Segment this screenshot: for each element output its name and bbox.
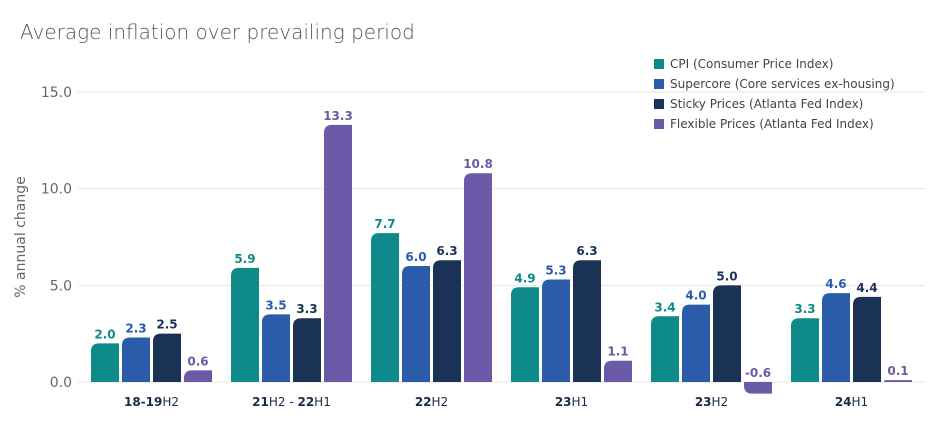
x-tick-label: 22H2: [415, 395, 448, 409]
bar: [822, 293, 850, 382]
legend-item: Flexible Prices (Atlanta Fed Index): [654, 114, 895, 134]
bar: [682, 304, 710, 382]
data-label: 2.5: [156, 318, 177, 332]
data-label: 0.1: [887, 364, 908, 378]
x-tick-label: 18-19H2: [124, 395, 179, 409]
x-tick-label-part: H1: [852, 395, 869, 409]
x-tick-label: 23H2: [695, 395, 728, 409]
x-tick-label-part: 22: [297, 395, 314, 409]
data-label: 6.0: [405, 250, 426, 264]
x-tick-label-part: 18-19: [124, 395, 162, 409]
x-tick-label-part: H1: [314, 395, 331, 409]
legend-swatch: [654, 59, 664, 69]
data-label: 4.4: [856, 281, 877, 295]
bar: [791, 318, 819, 382]
data-label: 0.6: [187, 354, 208, 368]
x-tick-label-part: H2: [712, 395, 729, 409]
data-label: 7.7: [374, 217, 395, 231]
x-tick-label-part: 23: [555, 395, 572, 409]
y-axis-label: % annual change: [13, 176, 29, 297]
data-label: -0.6: [745, 366, 771, 380]
x-tick-label: 24H1: [835, 395, 868, 409]
data-label: 3.5: [265, 298, 286, 312]
bar: [324, 124, 352, 382]
bar: [853, 296, 881, 382]
data-label: 2.3: [125, 322, 146, 336]
legend-swatch: [654, 99, 664, 109]
bar: [713, 285, 741, 382]
bar: [433, 260, 461, 382]
data-label: 3.3: [794, 302, 815, 316]
bar: [262, 314, 290, 382]
chart-title: Average inflation over prevailing period: [20, 20, 415, 44]
y-tick-label: 15.0: [41, 85, 72, 101]
legend-label: Flexible Prices (Atlanta Fed Index): [670, 117, 874, 131]
bar: [744, 382, 772, 394]
x-tick-label-part: 22: [415, 395, 432, 409]
data-label: 4.6: [825, 277, 846, 291]
data-label: 5.0: [716, 269, 737, 283]
data-label: 5.3: [545, 264, 566, 278]
x-tick-label-part: H2: [432, 395, 449, 409]
x-tick-label-part: H2 -: [269, 395, 298, 409]
legend-item: Supercore (Core services ex-housing): [654, 74, 895, 94]
data-label: 5.9: [234, 252, 255, 266]
bar: [402, 266, 430, 382]
data-label: 3.3: [296, 302, 317, 316]
data-label: 4.9: [514, 271, 535, 285]
bar: [651, 316, 679, 382]
bar: [464, 173, 492, 382]
bar: [884, 380, 912, 382]
bar: [371, 233, 399, 382]
x-tick-label-part: 23: [695, 395, 712, 409]
data-label: 3.4: [654, 300, 675, 314]
bar: [604, 360, 632, 382]
legend-item: CPI (Consumer Price Index): [654, 54, 895, 74]
x-tick-label: 23H1: [555, 395, 588, 409]
data-label: 2.0: [94, 327, 115, 341]
bar: [184, 370, 212, 382]
y-tick-label: 0.0: [50, 375, 72, 391]
bar: [91, 343, 119, 382]
x-tick-label-part: H2: [162, 395, 179, 409]
legend-label: Sticky Prices (Atlanta Fed Index): [670, 97, 864, 111]
x-tick-label-part: H1: [572, 395, 589, 409]
legend-label: Supercore (Core services ex-housing): [670, 77, 895, 91]
bar: [293, 318, 321, 382]
x-tick-label-part: 21: [252, 395, 269, 409]
data-label: 4.0: [685, 289, 706, 303]
legend-swatch: [654, 79, 664, 89]
y-tick-label: 10.0: [41, 182, 72, 198]
y-tick-label: 5.0: [50, 278, 72, 294]
x-tick-label: 21H2 - 22H1: [252, 395, 331, 409]
bar: [542, 279, 570, 382]
legend: CPI (Consumer Price Index) Supercore (Cor…: [654, 54, 895, 134]
data-label: 6.3: [576, 244, 597, 258]
data-label: 10.8: [463, 157, 493, 171]
bar: [231, 267, 259, 382]
legend-swatch: [654, 119, 664, 129]
bar: [573, 260, 601, 382]
data-label: 6.3: [436, 244, 457, 258]
bar: [122, 337, 150, 382]
bar: [153, 333, 181, 382]
legend-label: CPI (Consumer Price Index): [670, 57, 834, 71]
x-tick-label-part: 24: [835, 395, 852, 409]
data-label: 1.1: [607, 345, 628, 359]
data-label: 13.3: [323, 109, 353, 123]
legend-item: Sticky Prices (Atlanta Fed Index): [654, 94, 895, 114]
bar: [511, 287, 539, 382]
